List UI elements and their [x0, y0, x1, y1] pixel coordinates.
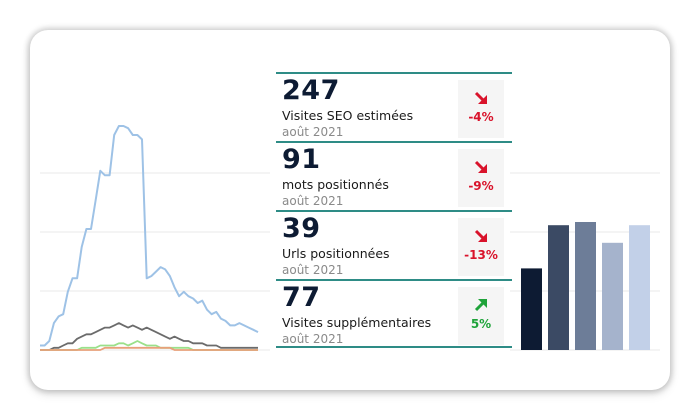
- bar-chart-bars: [521, 222, 650, 350]
- kpi-delta: 5%: [458, 287, 504, 345]
- kpi-delta: -4%: [458, 80, 504, 138]
- bar-2: [575, 222, 596, 350]
- kpi-panel: 247 Visites SEO estimées août 2021 -4% 9…: [276, 72, 512, 348]
- kpi-delta-value: -13%: [464, 248, 498, 262]
- kpi-main: 77 Visites supplémentaires août 2021: [282, 281, 502, 346]
- arrow-down-right-icon: [474, 229, 487, 242]
- kpi-value: 77: [282, 282, 321, 313]
- kpi-delta-value: -4%: [468, 110, 494, 124]
- kpi-urls: 39 Urls positionnées août 2021 -13%: [276, 210, 512, 279]
- kpi-delta-value: 5%: [470, 317, 492, 331]
- kpi-date: août 2021: [282, 125, 344, 139]
- seo-line-chart: [40, 125, 270, 351]
- kpi-main: 247 Visites SEO estimées août 2021: [282, 74, 502, 141]
- kpi-date: août 2021: [282, 194, 344, 208]
- bar-4: [629, 225, 650, 350]
- kpi-delta-value: -9%: [468, 179, 494, 193]
- kpi-keywords: 91 mots positionnés août 2021 -9%: [276, 141, 512, 210]
- dashboard-card: 247 Visites SEO estimées août 2021 -4% 9…: [30, 30, 670, 390]
- line-series-1: [40, 322, 258, 351]
- bar-3: [602, 242, 623, 350]
- arrow-up-right-icon: [474, 299, 487, 312]
- kpi-value: 247: [282, 75, 340, 106]
- kpi-label: Visites supplémentaires: [282, 315, 432, 330]
- kpi-label: Visites SEO estimées: [282, 108, 414, 123]
- kpi-label: mots positionnés: [282, 177, 389, 192]
- kpi-main: 91 mots positionnés août 2021: [282, 143, 502, 210]
- kpi-delta: -9%: [458, 149, 504, 207]
- arrow-down-right-icon: [474, 160, 487, 173]
- kpi-delta: -13%: [458, 218, 504, 276]
- kpi-value: 91: [282, 144, 321, 175]
- kpi-extra-visits: 77 Visites supplémentaires août 2021 5%: [276, 279, 512, 348]
- bar-0: [521, 268, 542, 350]
- kpi-date: août 2021: [282, 263, 344, 277]
- line-chart-grid: [40, 172, 270, 351]
- line-chart-series: [40, 125, 259, 351]
- arrow-down-right-icon: [474, 91, 487, 104]
- line-series-3: [40, 346, 258, 351]
- kpi-seo-visits: 247 Visites SEO estimées août 2021 -4%: [276, 72, 512, 141]
- visits-bar-chart: [510, 172, 660, 351]
- kpi-date: août 2021: [282, 332, 344, 346]
- kpi-value: 39: [282, 213, 321, 244]
- kpi-main: 39 Urls positionnées août 2021: [282, 212, 502, 279]
- bar-1: [548, 225, 569, 350]
- kpi-label: Urls positionnées: [282, 246, 390, 261]
- line-series-0: [40, 125, 259, 347]
